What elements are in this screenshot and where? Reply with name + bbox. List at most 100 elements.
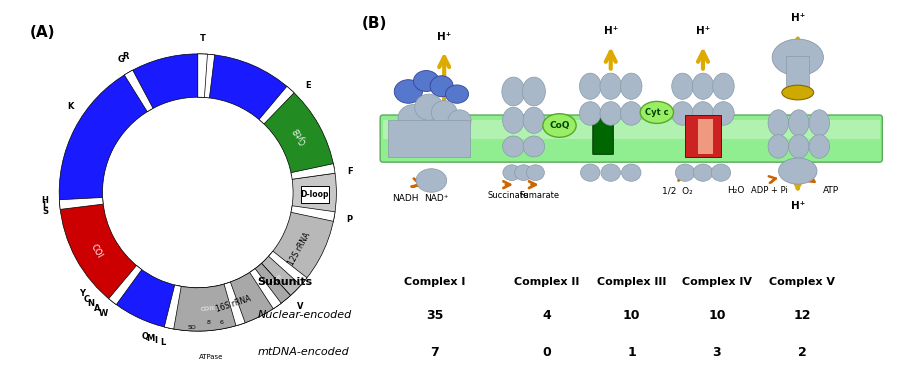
- Ellipse shape: [503, 136, 524, 157]
- Text: 6: 6: [219, 320, 224, 325]
- Ellipse shape: [523, 136, 545, 157]
- Text: ATPase: ATPase: [199, 354, 223, 360]
- Wedge shape: [206, 54, 290, 122]
- Wedge shape: [169, 283, 241, 331]
- Ellipse shape: [414, 94, 443, 120]
- Text: H₂O: H₂O: [727, 186, 745, 196]
- Ellipse shape: [782, 85, 814, 100]
- Text: H⁺: H⁺: [696, 27, 710, 37]
- Polygon shape: [685, 115, 721, 157]
- Ellipse shape: [395, 80, 423, 103]
- Text: 7: 7: [431, 346, 439, 359]
- Text: COII: COII: [270, 273, 282, 286]
- Wedge shape: [169, 263, 290, 331]
- Text: ADP + Pi: ADP + Pi: [752, 186, 788, 196]
- Text: H⁺: H⁺: [790, 201, 805, 211]
- Text: Y: Y: [79, 289, 85, 298]
- Wedge shape: [262, 89, 334, 176]
- Text: W: W: [99, 309, 108, 318]
- Ellipse shape: [809, 135, 830, 158]
- Text: NADH: NADH: [393, 194, 419, 203]
- Wedge shape: [269, 251, 307, 285]
- Text: E: E: [306, 81, 311, 90]
- Ellipse shape: [620, 73, 642, 99]
- Text: mtDNA-encoded: mtDNA-encoded: [257, 347, 350, 357]
- Text: N: N: [87, 299, 94, 308]
- Wedge shape: [129, 54, 198, 110]
- Wedge shape: [224, 282, 245, 326]
- Text: 4: 4: [542, 309, 551, 322]
- Text: Succinate: Succinate: [487, 191, 529, 200]
- Ellipse shape: [600, 102, 621, 125]
- Ellipse shape: [398, 105, 429, 131]
- Ellipse shape: [446, 85, 468, 103]
- Text: Complex III: Complex III: [597, 277, 666, 287]
- FancyBboxPatch shape: [300, 186, 329, 203]
- Ellipse shape: [768, 135, 788, 158]
- Wedge shape: [250, 269, 281, 309]
- Ellipse shape: [713, 73, 734, 99]
- Polygon shape: [592, 118, 613, 154]
- Ellipse shape: [580, 73, 601, 99]
- Ellipse shape: [693, 164, 713, 181]
- Wedge shape: [112, 268, 178, 328]
- Text: A: A: [93, 304, 100, 313]
- Text: L: L: [42, 201, 48, 210]
- Bar: [787, 56, 809, 92]
- Wedge shape: [198, 54, 209, 97]
- Ellipse shape: [527, 165, 545, 181]
- Text: T: T: [200, 34, 206, 44]
- Ellipse shape: [514, 165, 532, 181]
- Text: 8: 8: [207, 320, 210, 325]
- Text: 3: 3: [713, 346, 721, 359]
- Ellipse shape: [601, 164, 620, 181]
- Text: 35: 35: [426, 309, 443, 322]
- Text: H⁺: H⁺: [790, 13, 805, 23]
- Ellipse shape: [581, 164, 600, 181]
- Ellipse shape: [621, 164, 641, 181]
- Wedge shape: [165, 285, 182, 329]
- Ellipse shape: [600, 73, 621, 99]
- Ellipse shape: [713, 102, 734, 125]
- Ellipse shape: [430, 76, 453, 97]
- Text: F: F: [347, 167, 352, 176]
- Text: 1/2  O₂: 1/2 O₂: [662, 186, 693, 196]
- Wedge shape: [59, 198, 103, 209]
- Text: 2: 2: [798, 346, 806, 359]
- Wedge shape: [59, 72, 150, 204]
- Ellipse shape: [432, 100, 457, 124]
- Text: Complex IV: Complex IV: [682, 277, 752, 287]
- Wedge shape: [291, 206, 335, 221]
- Text: C: C: [85, 295, 90, 304]
- Ellipse shape: [809, 110, 830, 136]
- Text: R: R: [122, 52, 129, 61]
- Text: (B): (B): [362, 15, 387, 30]
- Text: I: I: [154, 336, 157, 345]
- Wedge shape: [262, 209, 334, 296]
- Text: H⁺: H⁺: [603, 27, 618, 37]
- Ellipse shape: [503, 107, 524, 133]
- Ellipse shape: [522, 77, 546, 106]
- Text: Q: Q: [142, 333, 148, 341]
- Text: S: S: [42, 207, 49, 216]
- Ellipse shape: [772, 39, 823, 76]
- Text: CytB: CytB: [292, 126, 308, 146]
- Wedge shape: [259, 86, 294, 124]
- Polygon shape: [698, 119, 713, 154]
- Text: COIII: COIII: [200, 306, 216, 312]
- Wedge shape: [227, 271, 277, 324]
- FancyBboxPatch shape: [380, 115, 882, 162]
- Bar: [387, 120, 470, 157]
- Text: Subunits: Subunits: [257, 277, 313, 287]
- Text: 12: 12: [794, 309, 811, 322]
- Ellipse shape: [672, 102, 693, 125]
- Text: G: G: [118, 55, 124, 64]
- Wedge shape: [203, 54, 215, 98]
- Ellipse shape: [502, 77, 525, 106]
- Wedge shape: [291, 164, 335, 179]
- Text: Nuclear-encoded: Nuclear-encoded: [257, 310, 352, 320]
- Wedge shape: [109, 266, 142, 305]
- Text: COI: COI: [89, 242, 104, 260]
- Ellipse shape: [692, 73, 714, 99]
- Text: NAD⁺: NAD⁺: [424, 194, 449, 203]
